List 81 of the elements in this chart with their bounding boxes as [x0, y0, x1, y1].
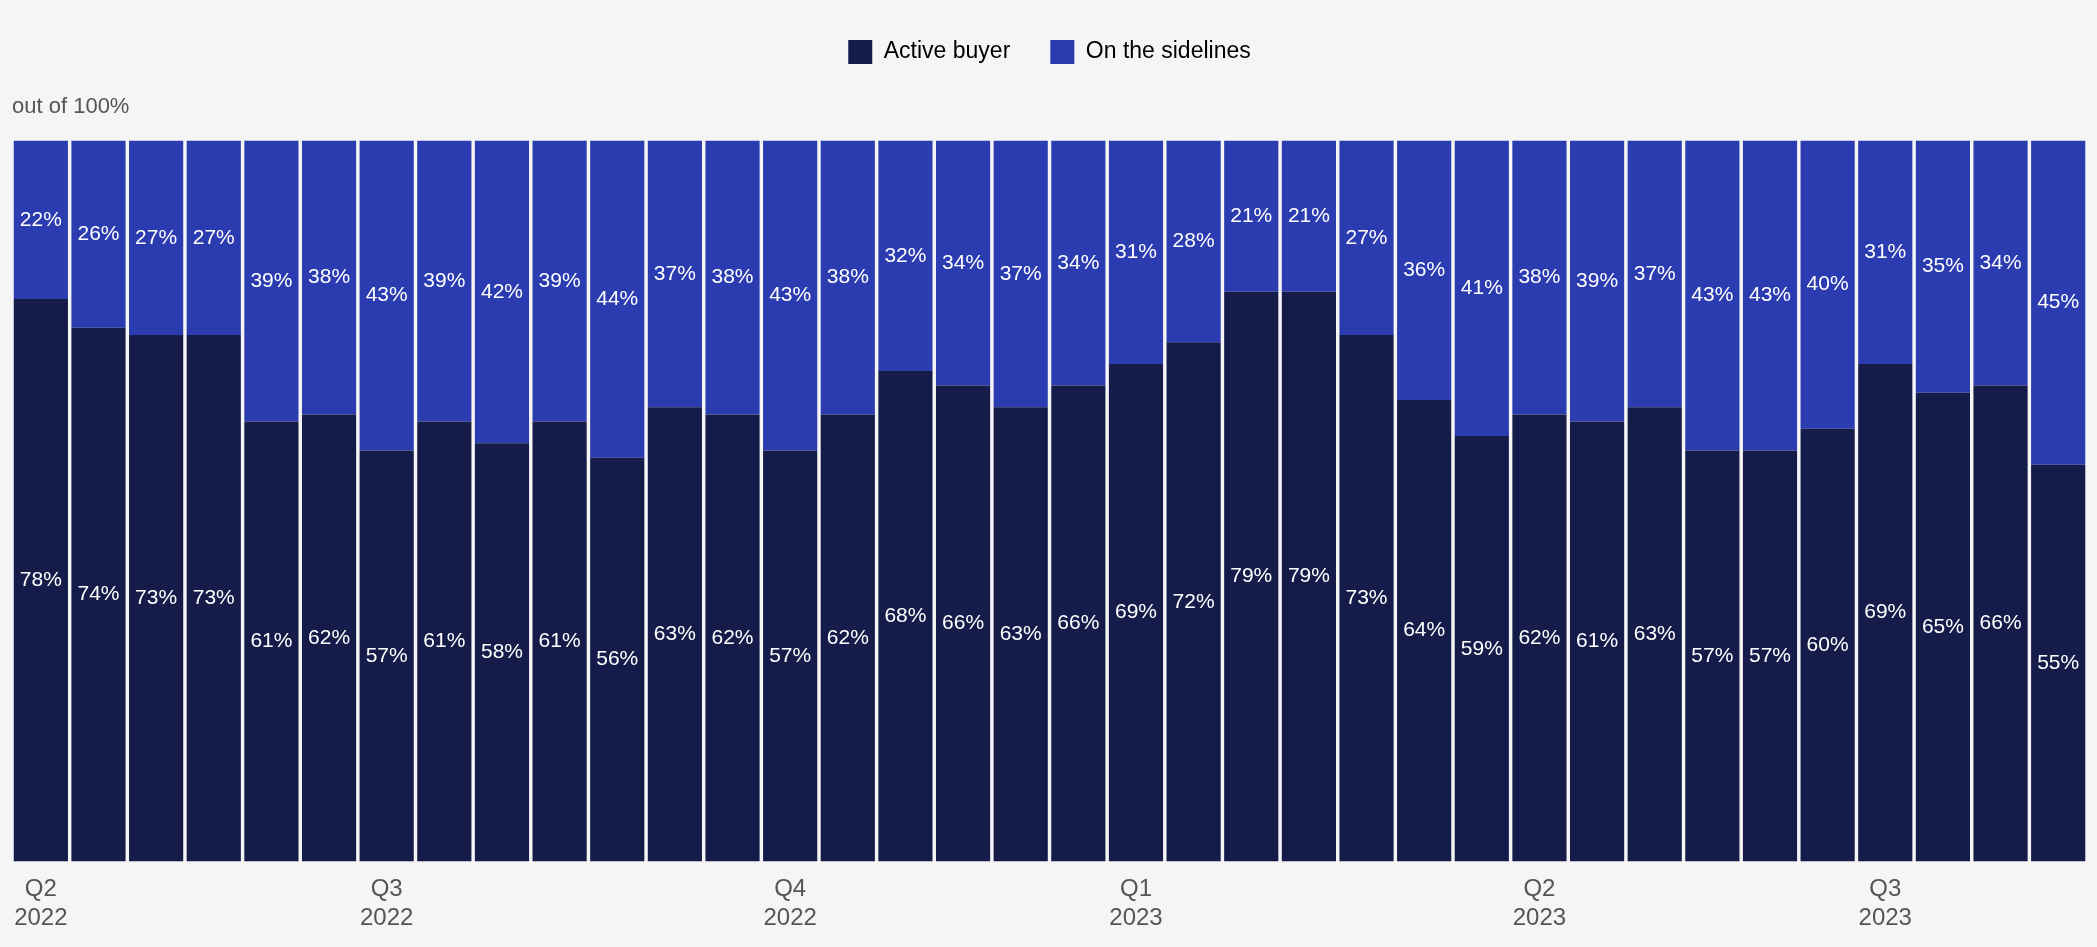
- data-label: 79%: [1287, 563, 1330, 587]
- data-label: 42%: [480, 278, 523, 302]
- data-label: 43%: [365, 282, 408, 306]
- data-label: 69%: [1864, 599, 1907, 623]
- data-label: 61%: [250, 628, 293, 652]
- data-label: 36%: [1403, 256, 1446, 280]
- data-label: 68%: [884, 603, 927, 627]
- data-label: 73%: [192, 585, 235, 609]
- data-label: 56%: [596, 646, 639, 670]
- data-label: 28%: [1172, 228, 1215, 252]
- data-label: 72%: [1172, 588, 1215, 612]
- data-label: 43%: [769, 282, 812, 306]
- data-label: 40%: [1806, 271, 1849, 295]
- data-label: 66%: [942, 610, 985, 634]
- data-label: 39%: [423, 267, 466, 291]
- data-label: 21%: [1287, 202, 1330, 226]
- data-label: 31%: [1864, 238, 1907, 262]
- data-label: 62%: [711, 624, 754, 648]
- data-label: 64%: [1403, 617, 1446, 641]
- data-label: 57%: [1748, 642, 1792, 666]
- data-label: 57%: [769, 642, 812, 666]
- data-label: 35%: [1921, 253, 1964, 277]
- data-label: 43%: [1748, 282, 1792, 306]
- data-label: 62%: [1518, 624, 1561, 648]
- data-label: 21%: [1230, 202, 1273, 226]
- x-tick-label: Q3 2023: [1858, 874, 1912, 931]
- data-label: 37%: [653, 260, 696, 284]
- data-label: 27%: [135, 224, 178, 248]
- data-label: 63%: [1633, 621, 1676, 645]
- data-label: 31%: [1114, 238, 1157, 262]
- data-label: 57%: [365, 642, 408, 666]
- data-label: 41%: [1460, 275, 1503, 298]
- data-label: 39%: [250, 267, 293, 291]
- data-label: 62%: [308, 624, 351, 648]
- data-label: 22%: [19, 206, 62, 230]
- x-tick-label: Q2 2022: [14, 874, 68, 931]
- data-label: 66%: [1979, 610, 2022, 634]
- data-label: 34%: [1057, 249, 1100, 273]
- data-label: 37%: [1633, 260, 1676, 284]
- data-label: 38%: [1518, 264, 1561, 288]
- legend-label: On the sidelines: [1085, 37, 1251, 64]
- data-label: 26%: [77, 220, 120, 244]
- data-label: 78%: [19, 567, 62, 591]
- data-label: 63%: [653, 621, 696, 645]
- y-axis-title: out of 100%: [12, 93, 130, 119]
- data-label: 27%: [192, 224, 235, 248]
- data-label: 34%: [1979, 249, 2022, 273]
- data-label: 44%: [596, 285, 639, 309]
- data-label: 74%: [77, 581, 120, 605]
- x-tick-label: Q4 2022: [763, 874, 817, 931]
- data-label: 59%: [1460, 635, 1503, 659]
- data-label: 65%: [1921, 613, 1964, 637]
- data-label: 43%: [1691, 282, 1734, 306]
- data-label: 62%: [826, 624, 869, 648]
- data-label: 27%: [1345, 224, 1388, 248]
- data-label: 61%: [423, 628, 466, 652]
- data-label: 38%: [826, 264, 869, 288]
- legend-label: Active buyer: [883, 37, 1011, 64]
- data-label: 61%: [538, 628, 581, 652]
- x-tick-label: Q2 2023: [1512, 874, 1567, 931]
- data-label: 69%: [1114, 599, 1157, 623]
- x-tick-label: Q1 2023: [1109, 874, 1163, 931]
- data-label: 61%: [1576, 628, 1619, 652]
- x-tick-label: Q3 2022: [359, 874, 414, 931]
- data-label: 39%: [1576, 267, 1619, 291]
- data-label: 37%: [999, 260, 1042, 284]
- data-label: 55%: [2037, 649, 2080, 673]
- data-label: 63%: [999, 621, 1042, 645]
- data-label: 73%: [1345, 585, 1388, 609]
- data-label: 66%: [1057, 610, 1100, 634]
- data-label: 45%: [2037, 289, 2080, 313]
- data-label: 39%: [538, 267, 581, 291]
- data-label: 38%: [711, 264, 754, 288]
- data-label: 32%: [884, 242, 927, 266]
- data-label: 79%: [1230, 563, 1273, 587]
- data-label: 73%: [135, 585, 178, 609]
- data-label: 38%: [308, 264, 351, 288]
- data-label: 34%: [942, 249, 985, 273]
- data-label: 58%: [480, 639, 523, 663]
- data-label: 60%: [1806, 631, 1849, 655]
- data-label: 57%: [1691, 642, 1734, 666]
